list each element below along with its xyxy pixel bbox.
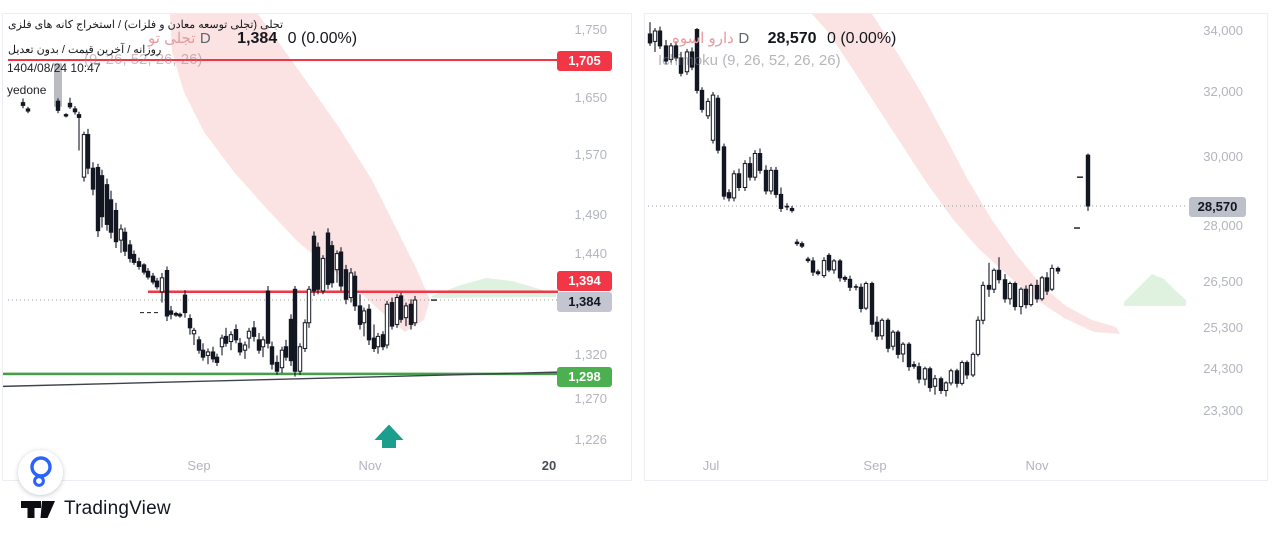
price-axis-badge: 1,298 — [557, 367, 612, 387]
time-axis-label: Sep — [187, 458, 211, 473]
time-axis-label: Sep — [863, 458, 887, 473]
price-tick-label: 1,440 — [574, 246, 607, 262]
tradingview-logo-icon — [21, 500, 55, 518]
balloon-loop-icon — [30, 456, 52, 487]
ichimoku-legend[interactable]: Ichimoku (9, 26, 52, 26, 26) — [658, 52, 841, 69]
price-tick-label: 34,000 — [1203, 23, 1243, 38]
price-tick-label: 1,650 — [574, 89, 607, 105]
price-change: 0 (0.00%) — [827, 30, 897, 47]
price-tick-label: 1,570 — [574, 146, 607, 162]
time-axis-label: Nov — [1025, 458, 1049, 473]
legend-symbol-row-right[interactable]: دارو اسوه D 28,570 0 (0.00%) — [672, 29, 896, 48]
time-axis-left-pane[interactable] — [3, 450, 631, 480]
interval-label: D — [199, 30, 211, 47]
symbol-title-faded: دارو اسوه — [672, 30, 734, 47]
price-change: 0 (0.00%) — [287, 30, 358, 47]
tradingview-brand-text: TradingView — [64, 498, 171, 519]
price-tick-label: 30,000 — [1203, 148, 1243, 164]
last-price: 1,384 — [237, 30, 278, 47]
price-tick-label: 1,226 — [574, 431, 607, 447]
price-tick-label: 32,000 — [1203, 83, 1243, 99]
price-tick-label: 1,320 — [574, 346, 607, 362]
time-axis-label: 20 — [541, 458, 557, 473]
chart-pane-right[interactable] — [644, 13, 1268, 481]
price-axis-badge: 1,384 — [557, 292, 612, 312]
ichimoku-params-faded: (9, 26, 52, 26, 26) — [84, 51, 203, 68]
last-price: 28,570 — [767, 30, 817, 47]
price-tick-label: 1,270 — [574, 391, 607, 406]
time-axis-right-pane[interactable] — [645, 450, 1267, 480]
price-axis-badge: 28,570 — [1189, 197, 1246, 217]
interval-label: D — [738, 30, 750, 47]
series-info: روزانه / آخرین قیمت / بدون تعدیل — [8, 44, 162, 56]
legend-symbol-row-left[interactable]: تجلی تو D 1,384 0 (0.00%) — [148, 29, 357, 48]
symbol-title-faded: تجلی تو — [148, 30, 196, 47]
price-tick-label: 23,300 — [1203, 403, 1243, 418]
time-axis-label: Jul — [702, 458, 720, 473]
tradingview-attribution[interactable]: TradingView — [20, 498, 171, 520]
note-text: yedone — [7, 83, 47, 97]
price-tick-label: 28,000 — [1203, 218, 1243, 234]
price-tick-label: 25,300 — [1203, 320, 1243, 336]
price-tick-label: 24,300 — [1203, 360, 1243, 376]
crosshair-datetime: 1404/08/24 10:47 — [7, 61, 101, 75]
price-axis-badge: 1,394 — [557, 271, 612, 291]
time-axis-label: Nov — [358, 458, 382, 473]
price-tick-label: 1,490 — [574, 207, 607, 223]
symbol-search-button[interactable] — [18, 450, 63, 495]
price-tick-label: 1,750 — [574, 22, 607, 37]
price-axis-badge: 1,705 — [557, 51, 612, 71]
price-tick-label: 26,500 — [1203, 273, 1243, 289]
symbol-description: تجلی (تجلی توسعه معادن و فلزات) / استخرا… — [8, 19, 284, 31]
